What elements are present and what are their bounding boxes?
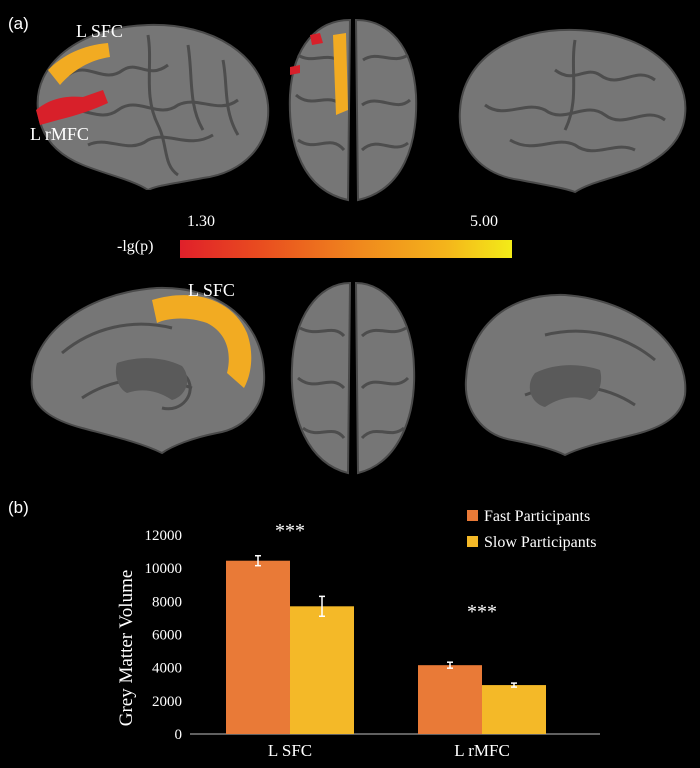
bar-slow-1 <box>482 685 546 734</box>
y-tick-label: 4000 <box>152 661 182 677</box>
panel-a-label: (a) <box>8 14 29 33</box>
y-tick-label: 2000 <box>152 694 182 710</box>
colorbar-max-label: 5.00 <box>470 213 498 230</box>
legend-label: Fast Participants <box>484 508 590 525</box>
colorbar-min-label: 1.30 <box>187 213 215 230</box>
x-tick-label: L SFC <box>268 741 312 760</box>
brain-ventral <box>290 281 416 475</box>
significance-mark: *** <box>467 601 497 623</box>
grey-matter-bar-chart: Grey Matter Volume 0 2000 4000 6000 8000 1000… <box>116 508 600 760</box>
brain-medial-left <box>30 286 266 455</box>
label-l-sfc-medial: L SFC <box>188 280 235 300</box>
brain-dorsal-top <box>288 18 418 202</box>
bar-fast-0 <box>226 560 290 734</box>
label-l-rmfc: L rMFC <box>30 124 89 144</box>
bar-fast-1 <box>418 665 482 734</box>
legend-label: Slow Participants <box>484 534 596 551</box>
colorbar-title: -lg(p) <box>117 238 154 255</box>
significance-mark: *** <box>275 520 305 542</box>
y-tick-label: 8000 <box>152 594 182 610</box>
brain-lateral-left <box>36 23 270 190</box>
y-tick-label: 12000 <box>145 528 183 544</box>
y-tick-label: 6000 <box>152 628 182 644</box>
panel-b-label: (b) <box>8 498 29 517</box>
legend-swatch <box>467 510 478 521</box>
label-l-sfc-lateral: L SFC <box>76 21 123 41</box>
y-tick-label: 10000 <box>145 561 183 577</box>
y-axis-title: Grey Matter Volume <box>116 570 137 727</box>
x-tick-label: L rMFC <box>454 741 510 760</box>
colorbar <box>180 240 512 258</box>
legend-swatch <box>467 536 478 547</box>
bar-slow-0 <box>290 606 354 734</box>
brain-medial-right <box>464 293 687 457</box>
brain-lateral-right <box>458 28 687 194</box>
y-tick-label: 0 <box>175 727 183 743</box>
